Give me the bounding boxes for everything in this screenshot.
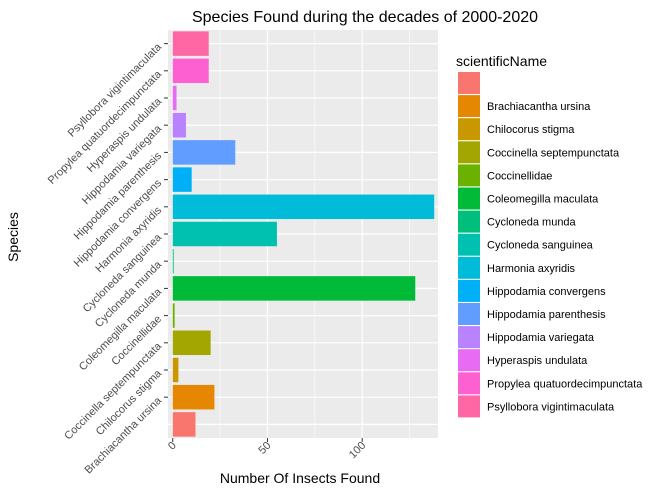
legend-key (458, 95, 480, 118)
legend-label: Harmonia axyridis (487, 263, 576, 275)
legend-key (458, 187, 480, 210)
chart-title: Species Found during the decades of 2000… (192, 9, 538, 26)
legend-key (458, 395, 480, 418)
legend-key (458, 210, 480, 233)
legend-label: Coccinellidae (487, 170, 552, 182)
bar (172, 194, 435, 220)
legend-key (458, 72, 480, 94)
bar (172, 248, 174, 274)
legend-label: Hippodamia variegata (487, 332, 595, 344)
y-axis-label: Species (5, 212, 21, 262)
bar (172, 140, 236, 165)
bar (172, 31, 209, 56)
bar (172, 357, 179, 383)
bar (172, 112, 186, 138)
legend-label: Propylea quatuordecimpunctata (487, 378, 643, 390)
legend-key (458, 303, 480, 325)
bar (172, 384, 215, 410)
bar (172, 58, 209, 84)
x-axis-ticks: 0 50 100 (166, 438, 368, 461)
legend-label: Psyllobora vigintimaculata (487, 401, 615, 413)
bar (172, 276, 416, 301)
legend-label: Cycloneda munda (487, 217, 577, 229)
bar (172, 330, 211, 356)
legend-key (458, 279, 480, 302)
bar (172, 303, 175, 328)
x-axis-label: Number Of Insects Found (220, 470, 380, 486)
legend-label: Chilocorus stigma (487, 124, 575, 136)
legend-label: Hippodamia convergens (487, 286, 606, 298)
legend-key (458, 256, 480, 279)
legend-label: Coleomegilla maculata (487, 194, 599, 206)
legend-key (458, 233, 480, 256)
legend-label: Cycloneda sanguinea (487, 240, 594, 252)
legend-label: Hyperaspis undulata (487, 355, 588, 367)
legend-label: Coccinella septempunctata (487, 147, 620, 159)
legend-key (458, 372, 480, 395)
bar (172, 85, 177, 111)
legend-title: scientificName (456, 53, 547, 69)
bar (172, 167, 192, 192)
x-tick-label: 100 (347, 440, 368, 461)
bar (172, 412, 196, 437)
legend-key (458, 349, 480, 372)
x-tick-label: 50 (256, 440, 273, 457)
legend-key (458, 141, 480, 164)
legend-key (458, 118, 480, 141)
legend-label: Brachiacantha ursina (487, 101, 591, 113)
legend: Brachiacantha ursina Chilocorus stigma Coc… (458, 72, 643, 418)
bar (172, 221, 277, 247)
legend-key (458, 164, 480, 187)
legend-key (458, 326, 480, 349)
legend-label: Hippodamia parenthesis (487, 309, 606, 321)
bars (172, 31, 435, 437)
